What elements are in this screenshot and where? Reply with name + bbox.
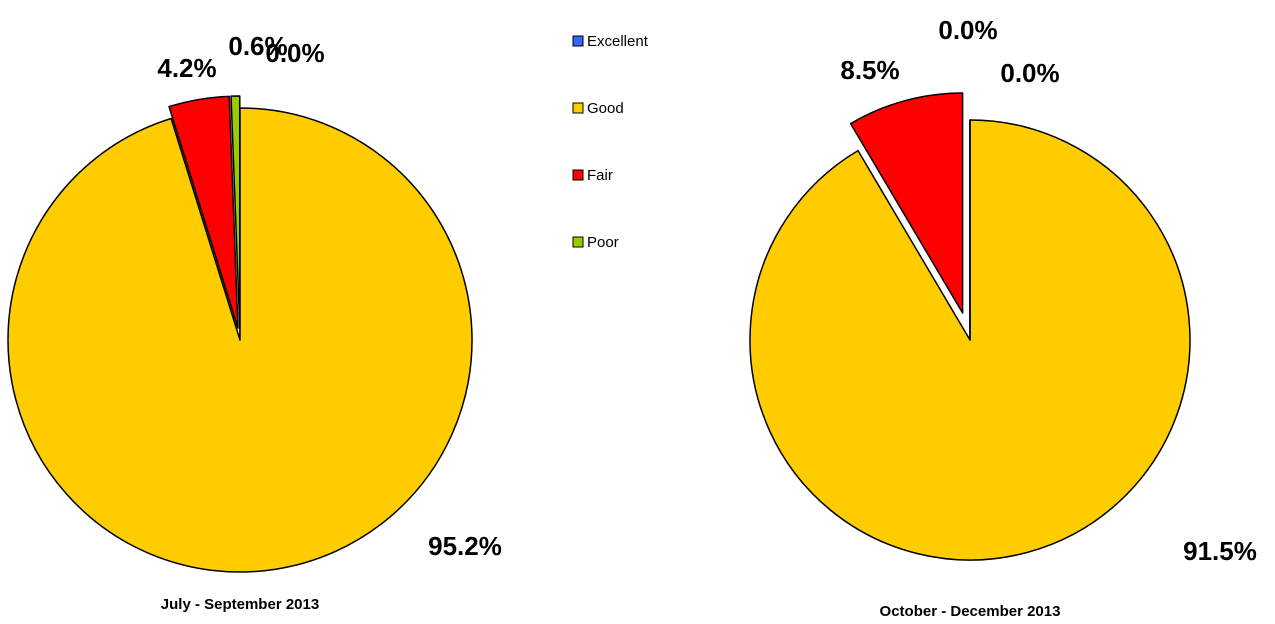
data-label: 8.5% (840, 55, 899, 85)
legend-swatch (572, 35, 584, 47)
data-label: 0.0% (265, 38, 324, 68)
legend-label: Good (587, 100, 624, 117)
legend-swatch (572, 169, 584, 181)
chart-title: July - September 2013 (161, 596, 319, 613)
legend-swatch (572, 102, 584, 114)
pie-slice (849, 92, 964, 314)
data-label: 4.2% (157, 53, 216, 83)
pie-slice (7, 107, 473, 573)
data-label: 95.2% (428, 531, 502, 561)
data-label: 0.0% (938, 15, 997, 45)
legend-label: Poor (587, 234, 619, 251)
data-label: 0.6% (228, 31, 287, 61)
data-label: 0.0% (1000, 58, 1059, 88)
legend-swatch (572, 236, 584, 248)
chart-title: October - December 2013 (880, 603, 1061, 620)
pie-slice (230, 95, 241, 329)
pie-slice (168, 95, 239, 329)
legend-label: Fair (587, 167, 613, 184)
data-label: 91.5% (1183, 536, 1257, 566)
legend-label: Excellent (587, 33, 649, 50)
